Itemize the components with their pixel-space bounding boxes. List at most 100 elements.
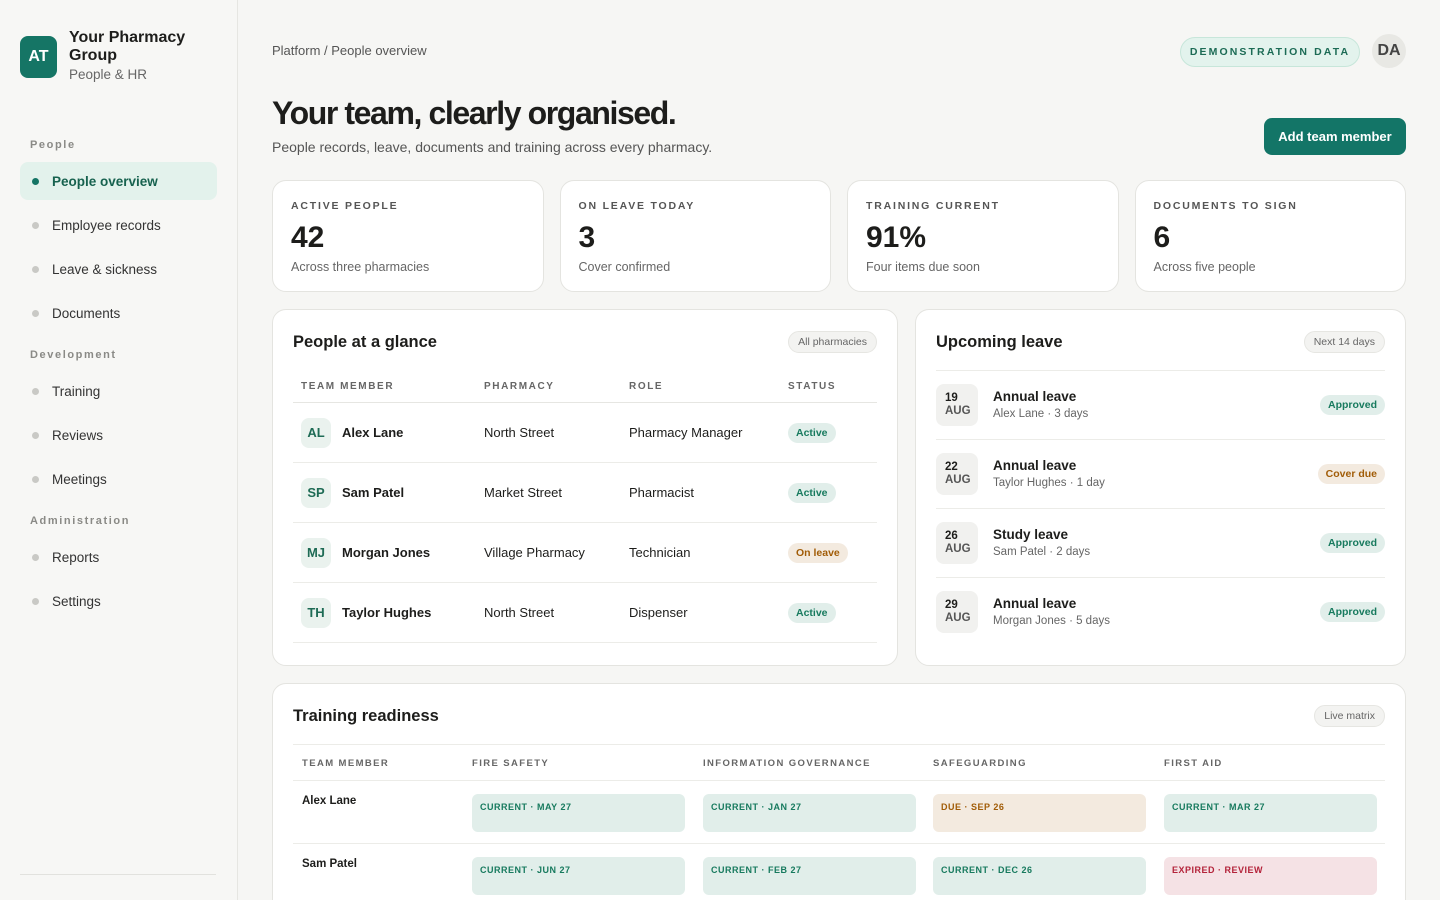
nav-label: People overview [52, 173, 158, 189]
nav-label: Meetings [52, 471, 107, 487]
nav-item[interactable]: People overview [20, 162, 217, 200]
nav-dot [32, 309, 39, 317]
nav-item[interactable]: Reviews [20, 416, 217, 454]
nav-label: Documents [52, 305, 121, 321]
training-cell[interactable]: EXPIRED · REVIEW [1164, 857, 1377, 895]
status-pill: Active [788, 422, 836, 443]
training-cell[interactable]: CURRENT · JAN 27 [703, 794, 916, 832]
table-row[interactable]: TH Taylor Hughes North Street Dispenser Acti… [293, 583, 877, 643]
stat-label: ACTIVE PEOPLE [291, 200, 399, 212]
pharmacy: North Street [484, 425, 555, 440]
demo-badge: DEMONSTRATION DATA [1180, 37, 1360, 67]
nav-item[interactable]: Meetings [20, 460, 217, 498]
table-row[interactable]: AL Alex Lane North Street Pharmacy Manager A… [293, 403, 877, 463]
org-name: Your Pharmacy Group [69, 29, 186, 64]
member-cell: SP Sam Patel [301, 463, 404, 522]
nav-section: People People overview Employee records Lea… [20, 136, 217, 332]
nav-label: Reviews [52, 427, 104, 443]
nav-dot [32, 553, 39, 561]
leave-type: Study leave [993, 527, 1069, 542]
table-row[interactable]: SP Sam Patel Market Street Pharmacist Active [293, 463, 877, 523]
nav-label: Training [52, 383, 101, 399]
matrix-row: Alex Lane CURRENT · MAY 27 CURRENT · JAN 2… [293, 781, 1385, 844]
member-name: Sam Patel [342, 485, 405, 500]
nav-dot [32, 177, 39, 185]
filter-chip[interactable]: Live matrix [1314, 705, 1385, 727]
stat-value: 6 [1153, 221, 1171, 254]
breadcrumb: Platform / People overview [272, 43, 427, 58]
status-cell: Active [788, 583, 836, 642]
column-header: FIRST AID [1164, 758, 1223, 769]
date-day: 22 [945, 461, 958, 473]
training-cell[interactable]: CURRENT · FEB 27 [703, 857, 916, 895]
status-pill: Approved [1319, 395, 1385, 415]
role: Pharmacy Manager [629, 425, 743, 440]
leave-item[interactable]: 22 AUG Annual leave Taylor Hughes · 1 day Co… [936, 439, 1385, 508]
nav-item[interactable]: Employee records [20, 206, 217, 244]
user-avatar[interactable]: DA [1372, 34, 1406, 68]
status-cell: Active [788, 403, 836, 462]
nav-section: Administration Reports Settings [20, 512, 217, 620]
status-pill: Approved [1319, 602, 1385, 622]
add-button[interactable]: Add team member [1264, 118, 1406, 155]
leave-item[interactable]: 26 AUG Study leave Sam Patel · 2 days Approv… [936, 508, 1385, 577]
training-cell[interactable]: CURRENT · MAR 27 [1164, 794, 1377, 832]
initials: TH [301, 597, 331, 628]
leave-type: Annual leave [993, 389, 1077, 404]
training-cell[interactable]: CURRENT · JUN 27 [472, 857, 685, 895]
date-month: AUG [945, 474, 971, 486]
initials: AL [301, 417, 331, 448]
status-cell: Approved [1319, 602, 1385, 622]
page-subtitle: People records, leave, documents and tra… [272, 139, 713, 155]
status-pill: Approved [1319, 533, 1385, 553]
member-name: Alex Lane [302, 795, 357, 807]
date-month: AUG [945, 612, 971, 624]
training-card: Training readiness Live matrix TEAM MEMB… [272, 683, 1406, 900]
member-cell: TH Taylor Hughes [301, 583, 431, 642]
training-cell[interactable]: CURRENT · DEC 26 [933, 857, 1146, 895]
divider [20, 874, 216, 875]
main: Platform / People overview DEMONSTRATION… [238, 0, 1440, 900]
nav-item[interactable]: Reports [20, 538, 217, 576]
date-box: 29 AUG [936, 591, 978, 633]
role: Pharmacist [629, 485, 695, 500]
training-cell[interactable]: CURRENT · MAY 27 [472, 794, 685, 832]
table-header: TEAM MEMBER PHARMACY ROLE STATUS [293, 371, 877, 403]
status-cell: Approved [1319, 395, 1385, 415]
nav-dot [32, 597, 39, 605]
leave-detail: Morgan Jones · 5 days [993, 615, 1110, 627]
logo: AT [20, 36, 57, 78]
stat-note: Across five people [1153, 260, 1256, 274]
sidebar: AT Your Pharmacy Group People & HR Peopl… [0, 0, 238, 900]
member-cell: MJ Morgan Jones [301, 523, 430, 582]
pharmacy: Market Street [484, 485, 563, 500]
stat-value: 91% [866, 221, 927, 254]
table-row[interactable]: MJ Morgan Jones Village Pharmacy Technician… [293, 523, 877, 583]
stat-label: TRAINING CURRENT [866, 200, 1000, 212]
nav-dot [32, 431, 39, 439]
nav-item[interactable]: Training [20, 372, 217, 410]
leave-item[interactable]: 29 AUG Annual leave Morgan Jones · 5 days Ap… [936, 577, 1385, 646]
initials: SP [301, 477, 331, 508]
role: Technician [629, 545, 691, 560]
leave-card: Upcoming leave Next 14 days 19 AUG Annual … [915, 309, 1406, 666]
column-header: STATUS [788, 381, 837, 392]
nav-item[interactable]: Settings [20, 582, 217, 620]
stat-note: Across three pharmacies [291, 260, 430, 274]
nav-item[interactable]: Documents [20, 294, 217, 332]
stats: ACTIVE PEOPLE 42 Across three pharmacies ON… [272, 180, 1406, 292]
nav: People People overview Employee records Lea… [20, 136, 217, 626]
nav-item[interactable]: Leave & sickness [20, 250, 217, 288]
status-cell: On leave [788, 523, 848, 582]
filter-chip[interactable]: Next 14 days [1303, 331, 1385, 353]
column-header: TEAM MEMBER [301, 381, 395, 392]
card-title: People at a glance [293, 333, 437, 351]
column-header: TEAM MEMBER [302, 758, 390, 769]
nav-label: Settings [52, 593, 101, 609]
training-cell[interactable]: DUE · SEP 26 [933, 794, 1146, 832]
filter-chip[interactable]: All pharmacies [788, 331, 877, 353]
date-box: 26 AUG [936, 522, 978, 564]
leave-item[interactable]: 19 AUG Annual leave Alex Lane · 3 days Appro… [936, 370, 1385, 439]
role: Dispenser [629, 605, 688, 620]
status-cell: Cover due [1317, 464, 1385, 484]
